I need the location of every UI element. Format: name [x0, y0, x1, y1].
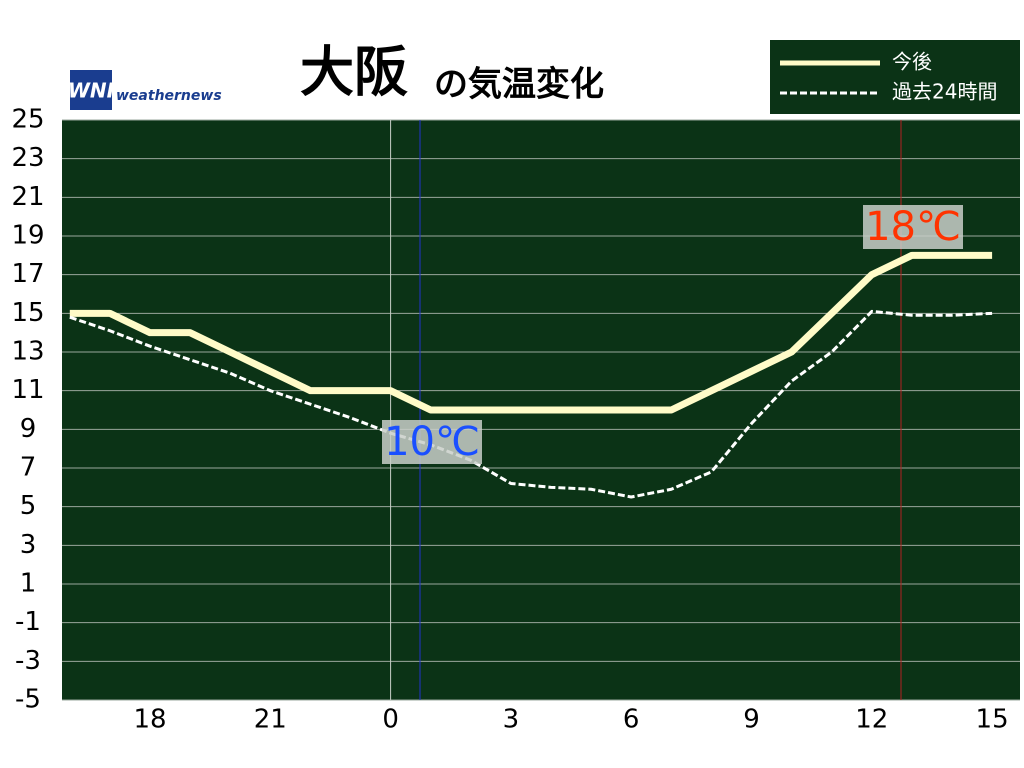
y-tick-label: 7	[20, 453, 37, 483]
logo-text: weathernews	[116, 88, 222, 104]
series-line	[69, 309, 993, 499]
y-tick-label: 25	[11, 105, 44, 135]
x-tick-label: 3	[503, 705, 520, 735]
legend-label: 過去24時間	[892, 80, 997, 104]
annotation-label: 18℃	[865, 204, 961, 250]
logo-box	[70, 70, 112, 110]
x-tick-label: 9	[743, 705, 760, 735]
x-tick-label: 0	[382, 705, 399, 735]
y-tick-label: 5	[20, 491, 37, 521]
y-tick-label: 9	[20, 414, 37, 444]
chart-title: 大阪	[300, 41, 408, 104]
annotation-background	[382, 420, 482, 464]
y-tick-label: 17	[11, 259, 44, 289]
y-tick-label: 21	[11, 182, 44, 212]
legend-box	[770, 40, 1020, 114]
y-tick-label: -5	[15, 685, 41, 715]
annotation-label: 10℃	[384, 419, 480, 465]
series-line	[69, 251, 993, 414]
x-tick-label: 18	[133, 705, 166, 735]
x-tick-label: 21	[254, 705, 287, 735]
y-tick-label: -1	[15, 607, 41, 637]
annotation-background	[863, 205, 963, 249]
y-tick-label: 13	[11, 337, 44, 367]
x-tick-label: 6	[623, 705, 640, 735]
x-tick-label: 15	[976, 705, 1009, 735]
chart-subtitle: の気温変化	[434, 65, 604, 105]
y-tick-label: -3	[15, 646, 41, 676]
y-tick-label: 15	[11, 298, 44, 328]
y-tick-label: 3	[20, 530, 37, 560]
y-tick-label: 11	[11, 375, 44, 405]
y-tick-label: 19	[11, 221, 44, 251]
logo: WNI weathernews	[68, 70, 222, 110]
legend-label: 今後	[892, 50, 932, 74]
y-tick-label: 1	[20, 569, 37, 599]
x-tick-label: 12	[855, 705, 888, 735]
logo-mark: WNI	[68, 79, 115, 103]
y-tick-label: 23	[11, 143, 44, 173]
